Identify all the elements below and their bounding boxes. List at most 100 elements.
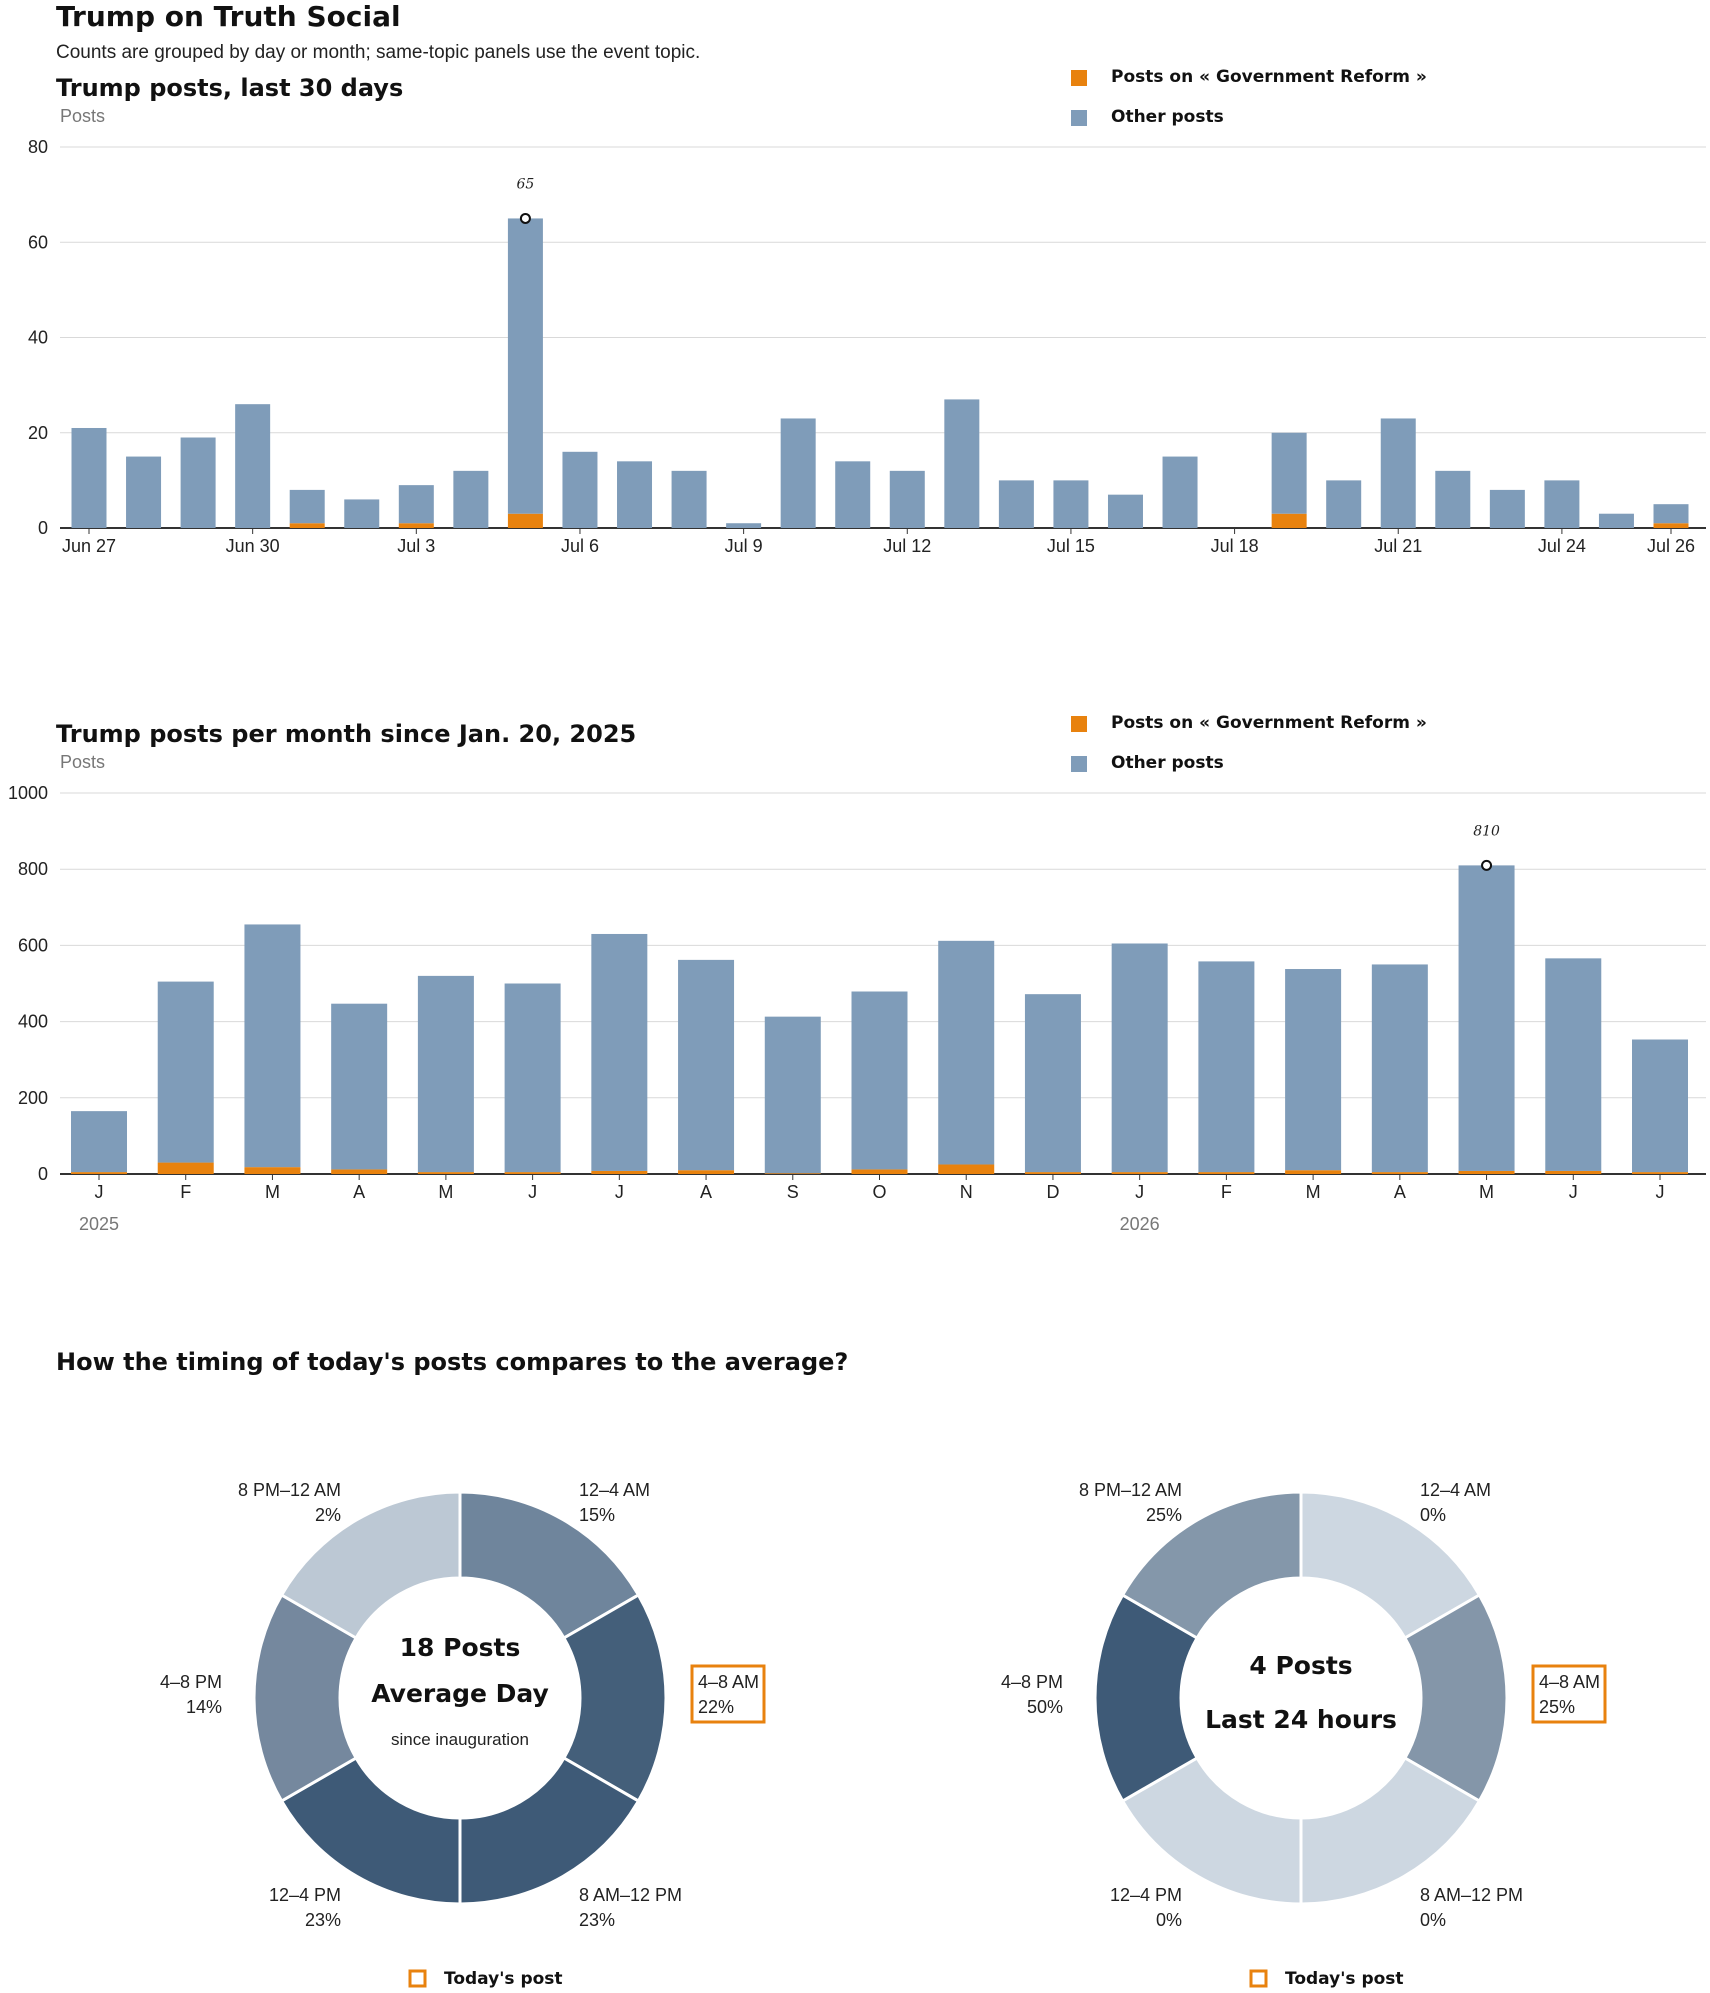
slice-time-label: 4–8 AM xyxy=(698,1672,759,1692)
bar-other-segment xyxy=(1285,969,1342,1171)
bar-topic-segment xyxy=(1271,513,1307,528)
slice-time-label: 12–4 PM xyxy=(1110,1885,1182,1905)
bar-topic-segment xyxy=(1632,1172,1688,1174)
x-tick-label: J xyxy=(1135,1182,1144,1202)
legend-label-other: Other posts xyxy=(1111,753,1224,773)
donut-slice xyxy=(279,1755,462,1906)
legend-swatch-topic xyxy=(1071,716,1087,732)
x-tick-label: O xyxy=(872,1182,886,1202)
daily-chart-xticks: Jun 27 Jun 30 Jul 3 Jul 6 Jul 9 Jul 12 Jul 15 J… xyxy=(62,528,1695,556)
daily-chart-ylabel: Posts xyxy=(60,106,105,126)
bar-other-segment xyxy=(1024,994,1081,1173)
peak-marker xyxy=(1481,859,1493,871)
daily-chart-annotation: 65 xyxy=(516,176,534,224)
x-tick-label: Jul 15 xyxy=(1047,536,1095,556)
highlight-box xyxy=(1531,1664,1607,1724)
bar-other-segment xyxy=(671,470,707,528)
bar-other-segment xyxy=(1632,1039,1688,1173)
slice-time-label: 4–8 PM xyxy=(160,1672,222,1692)
x-tick-label: J xyxy=(1569,1182,1578,1202)
x-year-label: 2026 xyxy=(1120,1214,1160,1234)
bar-topic-segment xyxy=(1545,1170,1602,1174)
bar-other-segment xyxy=(1545,958,1602,1171)
peak-value-label: 810 xyxy=(1473,823,1500,839)
bar-other-segment xyxy=(235,404,271,528)
x-tick-label: Jun 30 xyxy=(226,536,280,556)
bar-other-segment xyxy=(998,480,1034,528)
last-24-hours-slices xyxy=(1093,1490,1509,1906)
bar-other-segment xyxy=(504,983,561,1173)
today-post-swatch xyxy=(1249,1969,1268,1988)
monthly-chart-annotation: 810 xyxy=(1473,823,1500,871)
slice-time-label: 8 AM–12 PM xyxy=(579,1885,682,1905)
daily-posts-chart: Trump posts, last 30 days Posts 0 20 40 60 8… xyxy=(28,67,1706,556)
x-tick-label: J xyxy=(528,1182,537,1202)
x-tick-label: Jul 12 xyxy=(883,536,931,556)
y-tick-label: 1000 xyxy=(8,783,48,803)
y-tick-label: 60 xyxy=(28,232,48,252)
bar-topic-segment xyxy=(71,1172,127,1174)
bar-other-segment xyxy=(1053,480,1089,528)
slice-percent-label: 0% xyxy=(1420,1505,1446,1525)
peak-marker xyxy=(519,212,531,224)
bar-other-segment xyxy=(1458,865,1515,1171)
bar-other-segment xyxy=(1544,480,1580,528)
monthly-chart-legend: Posts on « Government Reform » Other pos… xyxy=(1071,713,1427,773)
bar-other-segment xyxy=(1435,470,1471,528)
bar-topic-segment xyxy=(1285,1170,1342,1174)
bar-topic-segment xyxy=(331,1169,388,1174)
bar-other-segment xyxy=(71,427,107,528)
slice-percent-label: 25% xyxy=(1146,1505,1182,1525)
average-day-center-note: since inauguration xyxy=(391,1730,529,1749)
bar-other-segment xyxy=(591,933,648,1171)
bar-other-segment xyxy=(1111,943,1168,1173)
x-tick-label: N xyxy=(960,1182,973,1202)
bar-other-segment xyxy=(562,451,598,528)
bar-other-segment xyxy=(617,461,653,528)
donut-slice xyxy=(1120,1490,1303,1641)
legend-label-topic: Posts on « Government Reform » xyxy=(1111,67,1427,87)
x-year-label: 2025 xyxy=(79,1214,119,1234)
bar-other-segment xyxy=(1198,961,1255,1173)
average-day-center-subtitle: Average Day xyxy=(371,1679,549,1708)
bar-other-segment xyxy=(1162,456,1198,528)
monthly-posts-chart: Trump posts per month since Jan. 20, 202… xyxy=(8,713,1706,1234)
bar-topic-segment xyxy=(938,1164,995,1174)
donut-slice xyxy=(458,1755,641,1906)
x-tick-label: Jun 27 xyxy=(62,536,116,556)
last-24-hours-legend: Today's post xyxy=(1249,1969,1404,1989)
daily-chart-title: Trump posts, last 30 days xyxy=(56,74,403,102)
bar-other-segment xyxy=(1326,480,1362,528)
donut-slice xyxy=(1299,1755,1482,1906)
x-tick-label: M xyxy=(265,1182,280,1202)
bar-topic-segment xyxy=(157,1162,214,1174)
y-tick-label: 800 xyxy=(18,859,48,879)
x-tick-label: J xyxy=(1656,1182,1665,1202)
bar-other-segment xyxy=(764,1016,821,1174)
y-tick-label: 20 xyxy=(28,423,48,443)
x-tick-label: A xyxy=(1394,1182,1406,1202)
bar-other-segment xyxy=(726,523,762,528)
legend-swatch-topic xyxy=(1071,70,1087,86)
page-title: Trump on Truth Social xyxy=(56,0,401,33)
donut-slice xyxy=(1120,1755,1303,1906)
bar-topic-segment xyxy=(417,1172,474,1174)
bar-other-segment xyxy=(1380,418,1416,528)
bar-topic-segment xyxy=(1198,1172,1255,1174)
y-tick-label: 40 xyxy=(28,328,48,348)
average-day-slices xyxy=(252,1490,668,1906)
x-tick-label: J xyxy=(615,1182,624,1202)
donut-section-title: How the timing of today's posts compares… xyxy=(56,1348,848,1376)
today-post-swatch xyxy=(408,1969,427,1988)
bar-topic-segment xyxy=(678,1170,735,1174)
bar-other-segment xyxy=(453,470,489,528)
y-tick-label: 200 xyxy=(18,1088,48,1108)
bar-other-segment xyxy=(1653,504,1689,524)
bar-other-segment xyxy=(331,1003,388,1170)
y-tick-label: 400 xyxy=(18,1012,48,1032)
slice-percent-label: 23% xyxy=(305,1910,341,1930)
y-tick-label: 600 xyxy=(18,935,48,955)
legend-label-other: Other posts xyxy=(1111,107,1224,127)
peak-value-label: 65 xyxy=(516,176,534,192)
monthly-chart-ylabel: Posts xyxy=(60,752,105,772)
